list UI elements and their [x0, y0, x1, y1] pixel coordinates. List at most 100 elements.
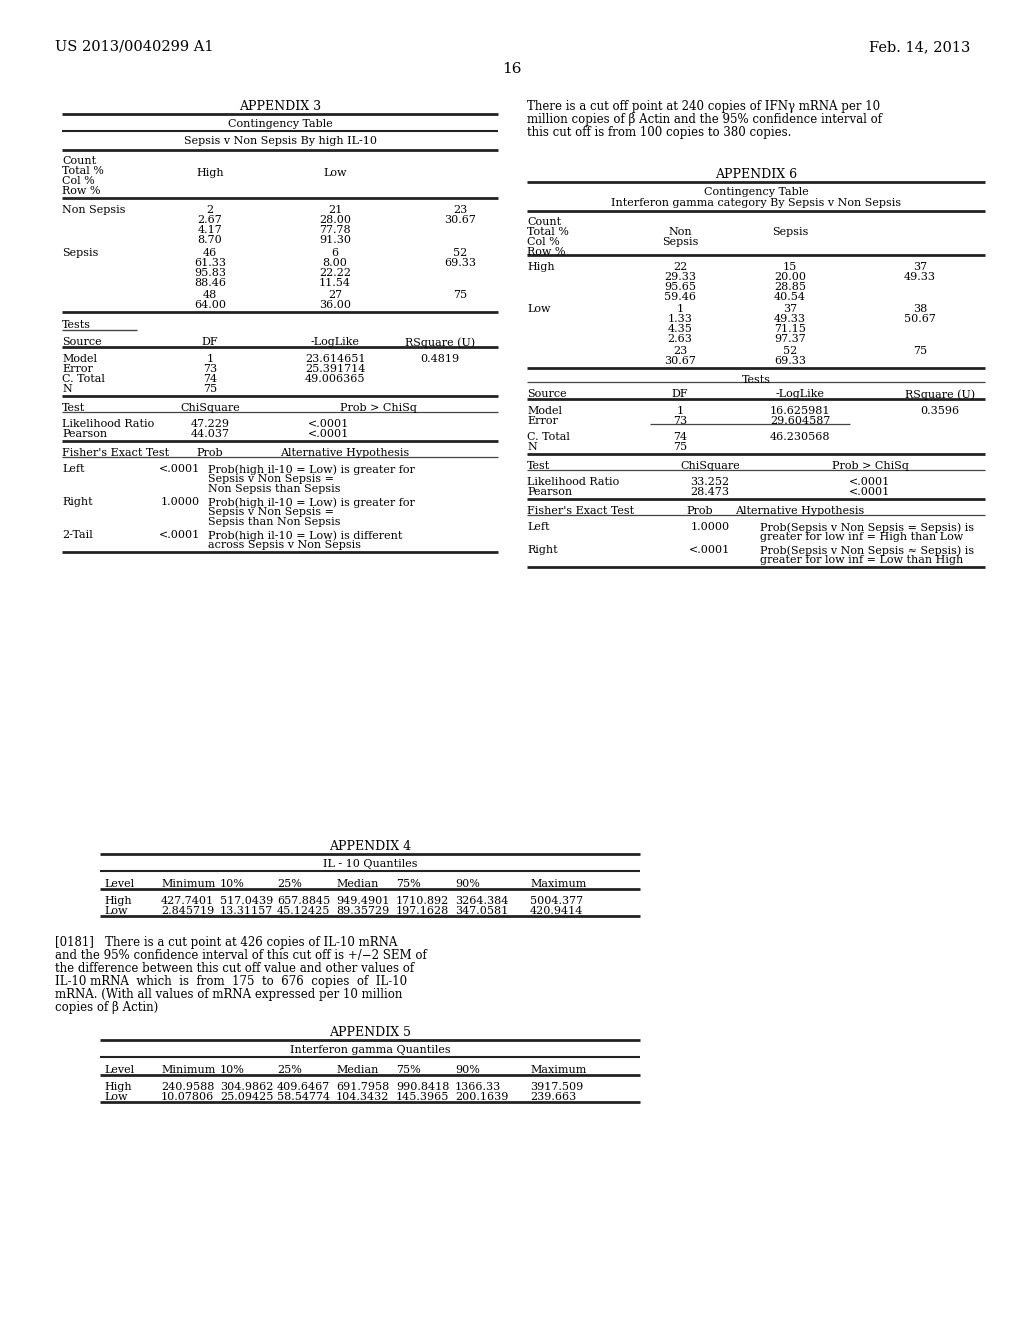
Text: 36.00: 36.00 — [319, 300, 351, 310]
Text: the difference between this cut off value and other values of: the difference between this cut off valu… — [55, 962, 414, 975]
Text: <.0001: <.0001 — [849, 477, 891, 487]
Text: Prob(high il-10 = Low) is greater for: Prob(high il-10 = Low) is greater for — [208, 465, 415, 475]
Text: 4.35: 4.35 — [668, 323, 692, 334]
Text: 75: 75 — [453, 290, 467, 300]
Text: APPENDIX 6: APPENDIX 6 — [715, 168, 797, 181]
Text: 1: 1 — [677, 304, 684, 314]
Text: Likelihood Ratio: Likelihood Ratio — [527, 477, 620, 487]
Text: 52: 52 — [783, 346, 797, 356]
Text: 197.1628: 197.1628 — [396, 906, 450, 916]
Text: Pearson: Pearson — [527, 487, 572, 498]
Text: 10%: 10% — [220, 1065, 245, 1074]
Text: 8.00: 8.00 — [323, 257, 347, 268]
Text: Prob(high il-10 = Low) is different: Prob(high il-10 = Low) is different — [208, 531, 402, 541]
Text: Col %: Col % — [527, 238, 560, 247]
Text: APPENDIX 4: APPENDIX 4 — [329, 840, 411, 853]
Text: Fisher's Exact Test: Fisher's Exact Test — [527, 506, 634, 516]
Text: 73: 73 — [673, 416, 687, 426]
Text: Right: Right — [527, 545, 558, 554]
Text: <.0001: <.0001 — [159, 531, 200, 540]
Text: 74: 74 — [673, 432, 687, 442]
Text: 25.391714: 25.391714 — [305, 364, 366, 374]
Text: 10.07806: 10.07806 — [161, 1092, 214, 1102]
Text: 104.3432: 104.3432 — [336, 1092, 389, 1102]
Text: 22.22: 22.22 — [319, 268, 351, 279]
Text: N: N — [62, 384, 72, 393]
Text: 5004.377: 5004.377 — [530, 896, 583, 906]
Text: 0.3596: 0.3596 — [921, 407, 959, 416]
Text: 90%: 90% — [455, 1065, 480, 1074]
Text: Interferon gamma category By Sepsis v Non Sepsis: Interferon gamma category By Sepsis v No… — [611, 198, 901, 209]
Text: Prob: Prob — [197, 447, 223, 458]
Text: 420.9414: 420.9414 — [530, 906, 584, 916]
Text: 16.625981: 16.625981 — [770, 407, 830, 416]
Text: DF: DF — [202, 337, 218, 347]
Text: 3917.509: 3917.509 — [530, 1082, 584, 1092]
Text: Fisher's Exact Test: Fisher's Exact Test — [62, 447, 169, 458]
Text: 30.67: 30.67 — [444, 215, 476, 224]
Text: 49.33: 49.33 — [774, 314, 806, 323]
Text: 97.37: 97.37 — [774, 334, 806, 345]
Text: 1.0000: 1.0000 — [161, 498, 200, 507]
Text: Tests: Tests — [62, 319, 91, 330]
Text: 21: 21 — [328, 205, 342, 215]
Text: C. Total: C. Total — [62, 374, 104, 384]
Text: greater for low inf = High than Low: greater for low inf = High than Low — [760, 532, 964, 543]
Text: 25%: 25% — [278, 1065, 302, 1074]
Text: 29.604587: 29.604587 — [770, 416, 830, 426]
Text: Sepsis v Non Sepsis By high IL-10: Sepsis v Non Sepsis By high IL-10 — [183, 136, 377, 147]
Text: Contingency Table: Contingency Table — [703, 187, 808, 197]
Text: 1710.892: 1710.892 — [396, 896, 450, 906]
Text: 347.0581: 347.0581 — [455, 906, 508, 916]
Text: Contingency Table: Contingency Table — [227, 119, 333, 129]
Text: 95.65: 95.65 — [664, 282, 696, 292]
Text: Feb. 14, 2013: Feb. 14, 2013 — [868, 40, 970, 54]
Text: C. Total: C. Total — [527, 432, 570, 442]
Text: Pearson: Pearson — [62, 429, 108, 440]
Text: 75%: 75% — [396, 879, 421, 888]
Text: 409.6467: 409.6467 — [278, 1082, 331, 1092]
Text: 89.35729: 89.35729 — [336, 906, 389, 916]
Text: Sepsis v Non Sepsis =: Sepsis v Non Sepsis = — [208, 507, 334, 517]
Text: High: High — [104, 896, 132, 906]
Text: 2.63: 2.63 — [668, 334, 692, 345]
Text: Level: Level — [104, 879, 134, 888]
Text: APPENDIX 3: APPENDIX 3 — [239, 100, 322, 114]
Text: Interferon gamma Quantiles: Interferon gamma Quantiles — [290, 1045, 451, 1055]
Text: 44.037: 44.037 — [190, 429, 229, 440]
Text: 949.4901: 949.4901 — [336, 896, 389, 906]
Text: Prob > ChiSq: Prob > ChiSq — [340, 403, 417, 413]
Text: 28.473: 28.473 — [690, 487, 729, 498]
Text: 15: 15 — [783, 261, 797, 272]
Text: 304.9862: 304.9862 — [220, 1082, 273, 1092]
Text: 95.83: 95.83 — [194, 268, 226, 279]
Text: 239.663: 239.663 — [530, 1092, 577, 1102]
Text: 90%: 90% — [455, 879, 480, 888]
Text: across Sepsis v Non Sepsis: across Sepsis v Non Sepsis — [208, 540, 361, 550]
Text: 46: 46 — [203, 248, 217, 257]
Text: <.0001: <.0001 — [689, 545, 731, 554]
Text: 6: 6 — [332, 248, 339, 257]
Text: APPENDIX 5: APPENDIX 5 — [329, 1026, 411, 1039]
Text: 1: 1 — [207, 354, 214, 364]
Text: US 2013/0040299 A1: US 2013/0040299 A1 — [55, 40, 213, 54]
Text: 8.70: 8.70 — [198, 235, 222, 246]
Text: mRNA. (With all values of mRNA expressed per 10 million: mRNA. (With all values of mRNA expressed… — [55, 987, 402, 1001]
Text: Row %: Row % — [527, 247, 565, 257]
Text: 3264.384: 3264.384 — [455, 896, 508, 906]
Text: Count: Count — [62, 156, 96, 166]
Text: 33.252: 33.252 — [690, 477, 729, 487]
Text: Maximum: Maximum — [530, 879, 587, 888]
Text: High: High — [197, 168, 224, 178]
Text: 691.7958: 691.7958 — [336, 1082, 389, 1092]
Text: 49.006365: 49.006365 — [305, 374, 366, 384]
Text: and the 95% confidence interval of this cut off is +/−2 SEM of: and the 95% confidence interval of this … — [55, 949, 427, 962]
Text: 10%: 10% — [220, 879, 245, 888]
Text: 22: 22 — [673, 261, 687, 272]
Text: 30.67: 30.67 — [664, 356, 696, 366]
Text: 48: 48 — [203, 290, 217, 300]
Text: 2-Tail: 2-Tail — [62, 531, 93, 540]
Text: million copies of β Actin and the 95% confidence interval of: million copies of β Actin and the 95% co… — [527, 114, 882, 125]
Text: Prob(high il-10 = Low) is greater for: Prob(high il-10 = Low) is greater for — [208, 498, 415, 508]
Text: 77.78: 77.78 — [319, 224, 351, 235]
